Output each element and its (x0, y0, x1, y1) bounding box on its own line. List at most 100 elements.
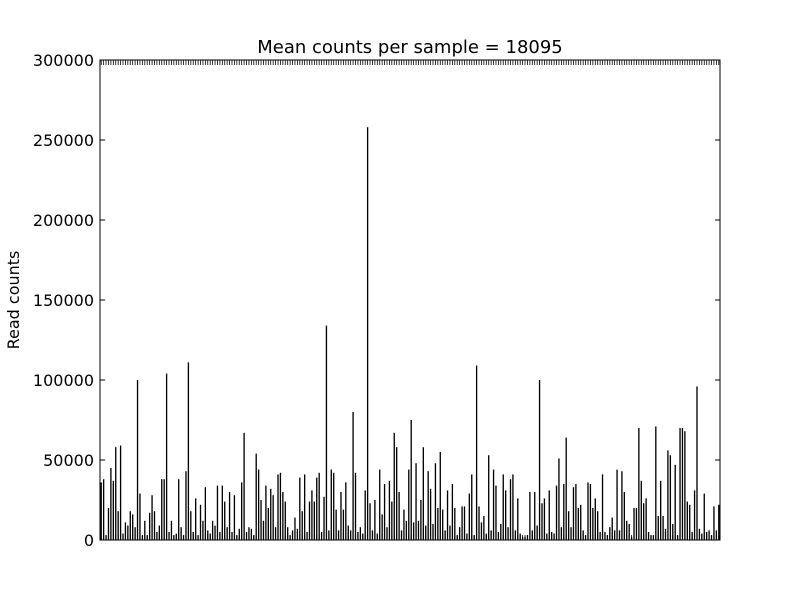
bar (267, 508, 269, 540)
bar (195, 498, 197, 540)
y-tick-label: 50000 (43, 451, 94, 470)
bar (587, 482, 589, 540)
bar (628, 524, 630, 540)
bar (594, 498, 596, 540)
chart-title: Mean counts per sample = 18095 (257, 37, 563, 58)
bar (693, 490, 696, 540)
y-tick-label: 200000 (33, 211, 94, 230)
bar (158, 525, 160, 540)
bar (313, 501, 315, 540)
bar (224, 501, 226, 540)
bar (257, 469, 260, 540)
bar (543, 498, 546, 540)
bar (572, 487, 575, 540)
y-tick-label: 250000 (33, 131, 94, 150)
bar (238, 528, 240, 540)
bar (199, 504, 202, 540)
bar (369, 503, 371, 540)
bar (718, 504, 720, 540)
bar (127, 525, 129, 540)
bar (100, 482, 102, 540)
bar (492, 469, 495, 540)
bar (563, 484, 565, 540)
bar (626, 520, 628, 540)
bar (567, 511, 570, 540)
bar (299, 477, 301, 540)
bar (442, 509, 444, 540)
bar (248, 527, 250, 540)
bar (270, 488, 272, 540)
bar (449, 525, 451, 540)
bar (132, 514, 134, 540)
bar (684, 431, 686, 540)
bar (534, 492, 536, 540)
bar (221, 485, 223, 540)
bar (488, 455, 490, 540)
bar (366, 127, 369, 540)
bar (335, 509, 337, 540)
bar (689, 504, 691, 540)
bar (669, 455, 672, 540)
bar (282, 492, 284, 540)
bar (541, 503, 543, 540)
bar (425, 525, 427, 540)
bar (165, 373, 168, 540)
bar (342, 509, 345, 540)
bar (570, 527, 572, 540)
bar (107, 508, 110, 540)
bar (621, 471, 623, 540)
bar (393, 432, 395, 540)
bar (696, 386, 698, 540)
bar (463, 506, 466, 540)
bar (374, 500, 376, 540)
bar (303, 474, 306, 540)
bar (577, 508, 579, 540)
bar (640, 480, 642, 540)
bar (451, 484, 454, 540)
bar (560, 527, 563, 540)
y-tick-label: 300000 (33, 51, 94, 70)
bar (170, 520, 173, 540)
bar (681, 428, 684, 540)
bar (287, 527, 289, 540)
bar (243, 432, 245, 540)
bar (202, 520, 204, 540)
bar (260, 500, 262, 540)
bar (558, 458, 560, 540)
bar (500, 524, 502, 540)
bar (345, 482, 347, 540)
bar (403, 509, 405, 540)
bar (417, 520, 420, 540)
bar (536, 525, 538, 540)
bar (211, 520, 214, 540)
bar (185, 471, 187, 540)
bar (364, 490, 366, 540)
bar (410, 420, 412, 540)
bar (318, 472, 320, 540)
bar (698, 528, 701, 540)
bar (461, 506, 463, 540)
bar (597, 511, 599, 540)
bar (279, 472, 282, 540)
bar (354, 472, 357, 540)
y-tick-label: 0 (84, 531, 94, 550)
bar (471, 474, 473, 540)
bar (144, 520, 146, 540)
bar (233, 495, 236, 540)
bar (667, 450, 669, 540)
bar (241, 482, 243, 540)
bar (686, 501, 688, 540)
bar (439, 452, 441, 540)
bar (512, 474, 514, 540)
bar (386, 527, 388, 540)
bar (178, 479, 180, 540)
bar (325, 325, 328, 540)
bar (616, 469, 618, 540)
bar (301, 511, 303, 540)
y-tick-label: 100000 (33, 371, 94, 390)
bar (643, 503, 645, 540)
bar (228, 492, 231, 540)
bar (226, 527, 228, 540)
